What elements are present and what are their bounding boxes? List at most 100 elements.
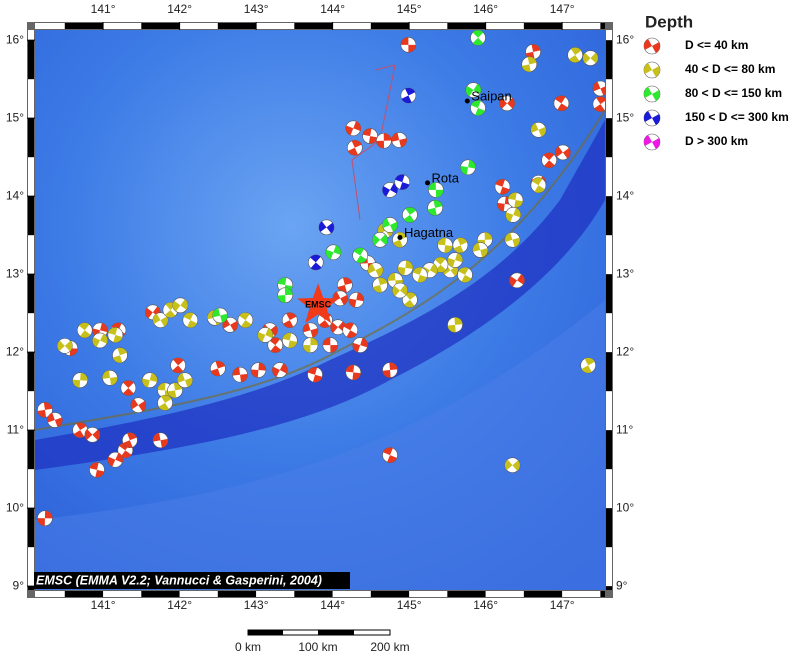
frame-segment xyxy=(294,591,333,597)
place-dot xyxy=(397,234,403,240)
credit: EMSC (EMMA V2.2; Vannucci & Gasperini, 2… xyxy=(36,573,322,587)
beach-ball xyxy=(172,297,189,314)
beach-ball xyxy=(92,332,108,349)
ball-quadrant xyxy=(458,267,469,275)
beach-ball xyxy=(281,312,298,328)
ball-quadrant xyxy=(161,395,172,403)
ball-quadrant xyxy=(54,417,63,428)
beach-ball xyxy=(47,412,63,428)
frame-segment xyxy=(523,23,563,29)
ball-quadrant xyxy=(333,245,341,255)
ball-quadrant xyxy=(368,136,378,144)
ball-quadrant xyxy=(272,366,280,377)
frame-segment xyxy=(103,591,142,597)
ball-quadrant xyxy=(310,337,318,346)
frame-segment xyxy=(606,547,612,587)
ball-quadrant xyxy=(534,185,545,193)
beach-ball xyxy=(72,422,88,438)
ball-quadrant xyxy=(346,330,357,338)
ball-quadrant xyxy=(581,365,592,373)
place-label: Saipan xyxy=(471,88,511,103)
ball-quadrant xyxy=(100,333,108,344)
ball-quadrant xyxy=(345,364,355,373)
ball-quadrant xyxy=(387,455,397,463)
legend-label: D <= 40 km xyxy=(685,38,748,52)
beach-ball xyxy=(391,132,407,148)
frame-segment xyxy=(447,23,486,29)
scale-segment xyxy=(318,630,354,635)
ball-quadrant xyxy=(392,285,400,297)
ball-quadrant xyxy=(160,316,168,327)
ball-quadrant xyxy=(109,376,118,386)
ball-quadrant xyxy=(427,207,437,216)
ball-quadrant xyxy=(468,159,476,169)
ball-quadrant xyxy=(215,360,225,369)
beach-ball xyxy=(457,267,473,283)
ball-quadrant xyxy=(312,374,323,383)
lat-tick-label: 13° xyxy=(6,266,24,280)
ball-quadrant xyxy=(57,340,65,352)
beach-ball xyxy=(376,132,392,149)
ball-quadrant xyxy=(145,307,153,319)
beach-ball xyxy=(322,337,339,353)
ball-quadrant xyxy=(173,357,184,366)
ball-quadrant xyxy=(37,518,45,526)
ball-quadrant xyxy=(405,207,416,215)
ball-quadrant xyxy=(187,320,198,328)
ball-quadrant xyxy=(376,140,385,149)
ball-quadrant xyxy=(383,447,393,456)
beach-ball xyxy=(130,397,147,413)
ball-quadrant xyxy=(405,88,416,96)
beach-ball xyxy=(76,322,93,339)
beach-ball xyxy=(428,182,444,198)
lat-tick-label: 13° xyxy=(616,266,634,280)
ball-quadrant xyxy=(400,37,409,45)
ball-quadrant xyxy=(582,52,591,64)
legend-label: D > 300 km xyxy=(685,134,748,148)
ball-quadrant xyxy=(37,409,47,418)
beach-ball xyxy=(170,357,186,374)
ball-quadrant xyxy=(592,81,601,92)
beach-ball xyxy=(402,207,418,223)
beach-ball xyxy=(120,380,137,396)
ball-quadrant xyxy=(475,107,485,116)
lat-tick-label: 15° xyxy=(6,110,24,124)
ball-quadrant xyxy=(508,192,517,201)
ball-quadrant xyxy=(504,459,513,471)
frame-segment xyxy=(28,313,34,353)
frame-segment xyxy=(606,430,612,470)
frame-segment xyxy=(28,157,34,197)
ball-quadrant xyxy=(399,182,410,190)
beach-ball xyxy=(382,447,398,463)
ball-quadrant xyxy=(412,267,423,275)
beach-ball xyxy=(250,362,267,378)
beach-ball xyxy=(412,267,428,283)
ball-quadrant xyxy=(570,47,582,55)
ball-quadrant xyxy=(177,373,185,383)
beach-ball xyxy=(89,462,105,478)
ball-quadrant xyxy=(652,42,660,54)
beach-ball xyxy=(337,277,353,293)
beach-ball xyxy=(507,192,524,208)
ball-quadrant xyxy=(405,260,413,269)
ball-quadrant xyxy=(643,86,652,98)
ball-quadrant xyxy=(512,460,520,471)
ball-quadrant xyxy=(310,262,322,270)
beach-ball xyxy=(592,80,605,97)
frame-segment xyxy=(217,591,257,597)
beach-ball xyxy=(267,337,284,353)
ball-quadrant xyxy=(399,138,407,148)
frame-segment xyxy=(28,508,34,548)
frame-segment xyxy=(523,591,563,597)
ball-quadrant xyxy=(112,355,123,363)
lon-tick-label: 143° xyxy=(244,2,269,16)
ball-quadrant xyxy=(319,320,330,328)
ball-quadrant xyxy=(183,312,194,321)
ball-quadrant xyxy=(382,218,391,229)
frame-segment xyxy=(606,313,612,353)
ball-quadrant xyxy=(43,402,53,410)
legend-label: 40 < D <= 80 km xyxy=(685,62,775,76)
beach-ball xyxy=(232,366,248,383)
beach-ball xyxy=(107,327,124,343)
beach-ball xyxy=(567,47,583,63)
